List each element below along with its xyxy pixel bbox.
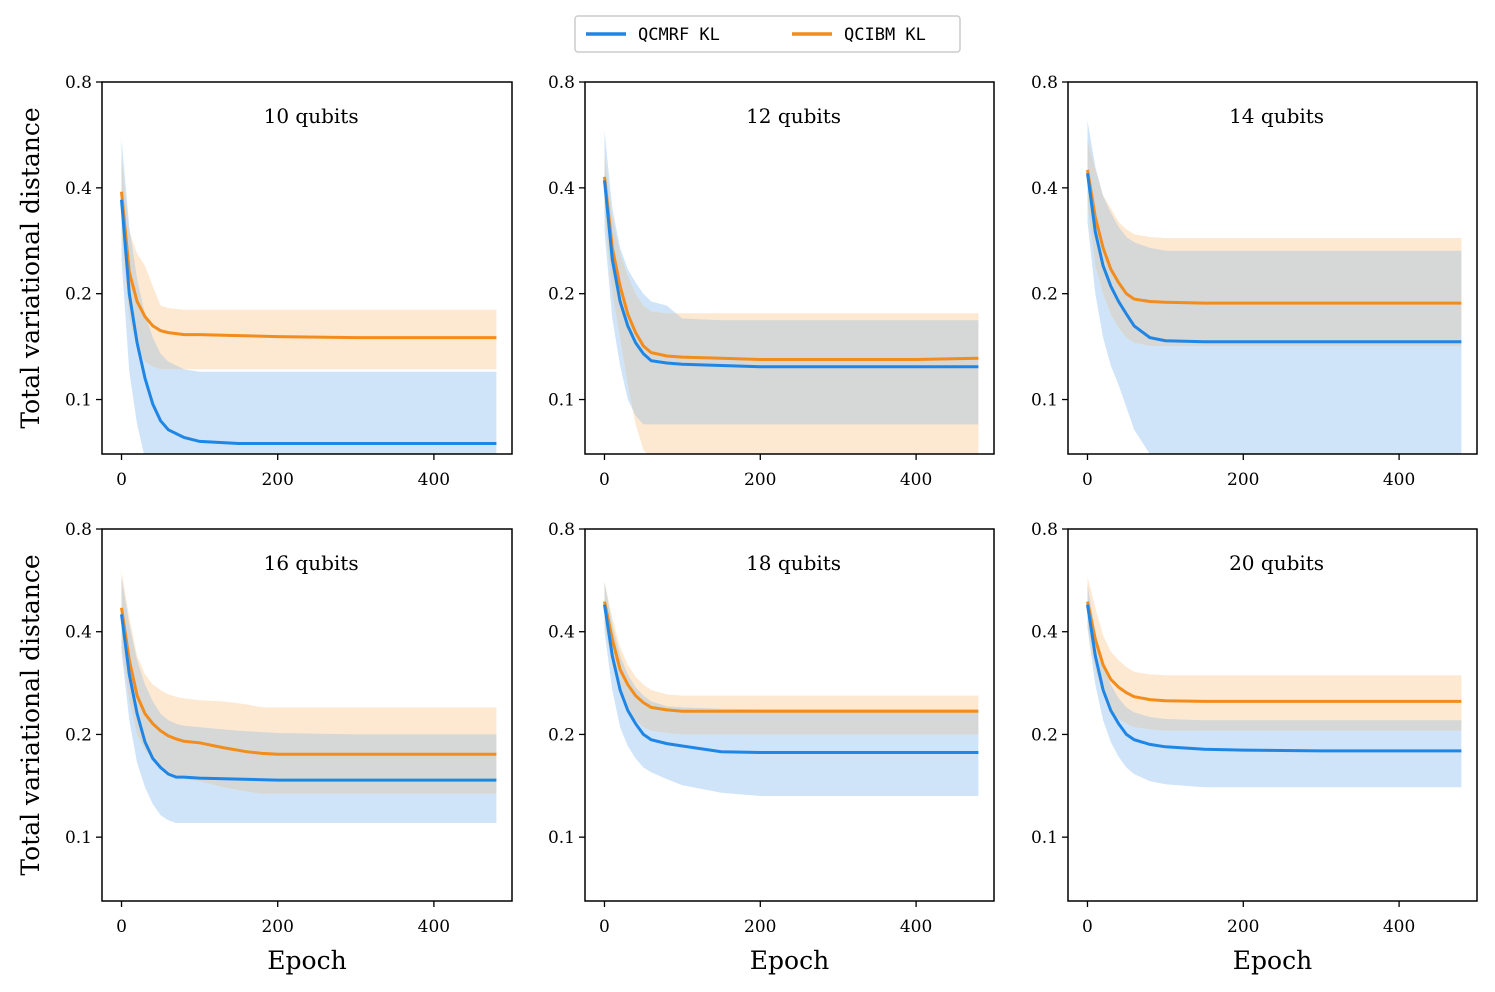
x-tick-label: 400 [418, 917, 450, 937]
qcibm-band [1087, 576, 1462, 731]
qcibm-band [604, 581, 979, 735]
qcibm-band [121, 156, 497, 370]
y-tick-label: 0.1 [65, 828, 92, 848]
y-tick-label: 0.2 [1031, 285, 1058, 305]
y-tick-label: 0.1 [548, 391, 575, 411]
y-axis-label-top: Total variational distance [16, 107, 45, 428]
x-tick-label: 200 [744, 917, 776, 937]
qcibm-line [1086, 601, 1462, 703]
y-tick-label: 0.2 [65, 285, 92, 305]
qcibm-line [603, 601, 979, 713]
axes-frame [101, 81, 513, 455]
panel-title: 14 qubits [1229, 104, 1324, 128]
y-tick-label: 0.8 [1031, 520, 1058, 540]
x-tick-label: 200 [261, 470, 293, 490]
x-tick-label: 0 [1082, 917, 1093, 937]
qcmrf-band [604, 581, 979, 796]
panel-title: 12 qubits [746, 104, 841, 128]
y-tick-label: 0.8 [548, 520, 575, 540]
legend: QCMRF KL QCIBM KL [574, 15, 961, 53]
y-tick-label: 0.2 [548, 725, 575, 745]
axes-frame [584, 81, 995, 455]
y-tick-label: 0.4 [1031, 179, 1058, 199]
qcmrf-band [121, 139, 497, 454]
panel-title: 20 qubits [1229, 551, 1324, 575]
panel-18-qubits: 0.1 0.2 0.4 0.8 0 200 400 18 qubits Epoch [548, 520, 995, 975]
qcmrf-band [1087, 584, 1462, 788]
y-tick-label: 0.1 [548, 828, 575, 848]
x-tick-label: 0 [599, 470, 610, 490]
y-tick-label: 0.8 [65, 73, 92, 93]
qcmrf-line [120, 614, 497, 782]
legend-frame [574, 15, 961, 53]
x-tick-label: 400 [1383, 917, 1415, 937]
axes-frame [101, 528, 513, 902]
x-tick-label: 200 [1227, 917, 1259, 937]
plot-area [603, 131, 979, 454]
qcmrf-line [603, 180, 979, 369]
panel-16-qubits: 0.1 0.2 0.4 0.8 0 200 400 16 qubits Epoch [65, 520, 513, 975]
y-axis-label-bottom: Total variational distance [16, 554, 45, 875]
axes-frame [584, 528, 995, 902]
panel-20-qubits: 0.1 0.2 0.4 0.8 0 200 400 20 qubits Epoch [1031, 520, 1478, 975]
y-tick-label: 0.2 [548, 285, 575, 305]
plot-area [1086, 576, 1462, 788]
overlap-band [121, 576, 497, 794]
panel-title: 10 qubits [264, 104, 359, 128]
x-tick-label: 200 [261, 917, 293, 937]
qcmrf-line [1086, 604, 1462, 753]
x-axis-label: Epoch [267, 946, 346, 975]
overlap-band [604, 153, 979, 425]
axes-frame [1067, 528, 1478, 902]
panel-10-qubits: 0.1 0.2 0.4 0.8 0 200 400 10 qubits [65, 73, 513, 490]
plot-area [120, 139, 497, 454]
y-tick-label: 0.1 [65, 391, 92, 411]
panel-title: 18 qubits [746, 551, 841, 575]
y-tick-label: 0.8 [548, 73, 575, 93]
legend-label-qcibm: QCIBM KL [844, 25, 926, 45]
panel-14-qubits: 0.1 0.2 0.4 0.8 0 200 400 14 qubits [1031, 73, 1478, 490]
qcmrf-line [1086, 173, 1462, 344]
x-tick-label: 0 [116, 470, 127, 490]
x-tick-label: 400 [900, 470, 932, 490]
qcibm-line [603, 176, 979, 361]
y-tick-label: 0.4 [1031, 623, 1058, 643]
x-tick-label: 0 [599, 917, 610, 937]
y-tick-label: 0.4 [548, 623, 575, 643]
qcibm-line [120, 191, 497, 340]
legend-label-qcmrf: QCMRF KL [638, 25, 720, 45]
x-axis-label: Epoch [1233, 946, 1312, 975]
y-tick-label: 0.4 [65, 179, 92, 199]
x-axis-label: Epoch [750, 946, 829, 975]
x-tick-label: 400 [418, 470, 450, 490]
y-tick-label: 0.4 [65, 623, 92, 643]
y-tick-label: 0.1 [1031, 391, 1058, 411]
plot-area [603, 581, 979, 796]
x-tick-label: 200 [744, 470, 776, 490]
y-tick-label: 0.2 [1031, 725, 1058, 745]
panel-12-qubits: 0.1 0.2 0.4 0.8 0 200 400 12 qubits [548, 73, 995, 490]
qcmrf-line [120, 199, 497, 445]
plot-area [1086, 120, 1462, 454]
x-tick-label: 0 [1082, 470, 1093, 490]
x-tick-label: 400 [1383, 470, 1415, 490]
x-tick-label: 200 [1227, 470, 1259, 490]
qcibm-line [1086, 169, 1462, 305]
y-tick-label: 0.8 [1031, 73, 1058, 93]
plot-area [120, 571, 497, 823]
y-tick-label: 0.4 [548, 179, 575, 199]
axes-frame [1067, 81, 1478, 455]
y-tick-label: 0.8 [65, 520, 92, 540]
panel-title: 16 qubits [264, 551, 359, 575]
qcibm-line [120, 607, 497, 756]
x-tick-label: 0 [116, 917, 127, 937]
qcmrf-line [603, 604, 979, 754]
y-tick-label: 0.2 [65, 725, 92, 745]
y-tick-label: 0.1 [1031, 828, 1058, 848]
x-tick-label: 400 [900, 917, 932, 937]
